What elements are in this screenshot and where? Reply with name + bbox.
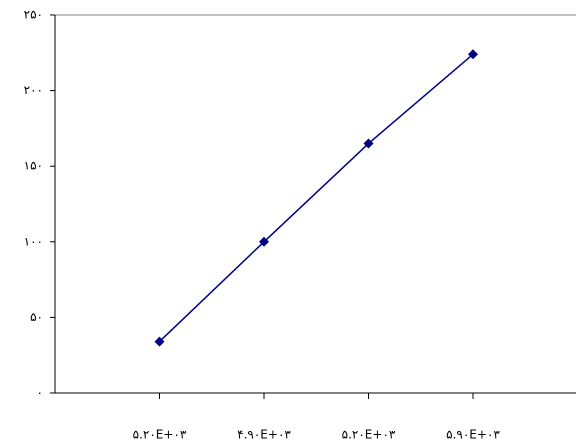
point-marker bbox=[259, 236, 269, 247]
point-marker bbox=[468, 49, 478, 60]
x-tick-label: ۵.۲۰E+۰۳ bbox=[133, 428, 187, 442]
y-tick-label: ۰ bbox=[37, 386, 43, 400]
point-marker bbox=[154, 336, 165, 347]
y-tick-label: ۲۰۰ bbox=[24, 83, 43, 97]
y-tick-label: ۵۰ bbox=[30, 310, 43, 324]
series-line bbox=[158, 53, 474, 343]
y-tick-label: ۱۰۰ bbox=[24, 234, 43, 248]
x-tick-label: ۴.۹۰E+۰۳ bbox=[237, 428, 291, 442]
y-tick-label: ۱۵۰ bbox=[24, 159, 43, 173]
point-marker bbox=[363, 138, 374, 149]
x-tick-label: ۵.۹۰E+۰۳ bbox=[446, 428, 500, 442]
x-tick-label: ۵.۲۰E+۰۳ bbox=[342, 428, 396, 442]
y-tick-label: ۲۵۰ bbox=[24, 8, 43, 22]
